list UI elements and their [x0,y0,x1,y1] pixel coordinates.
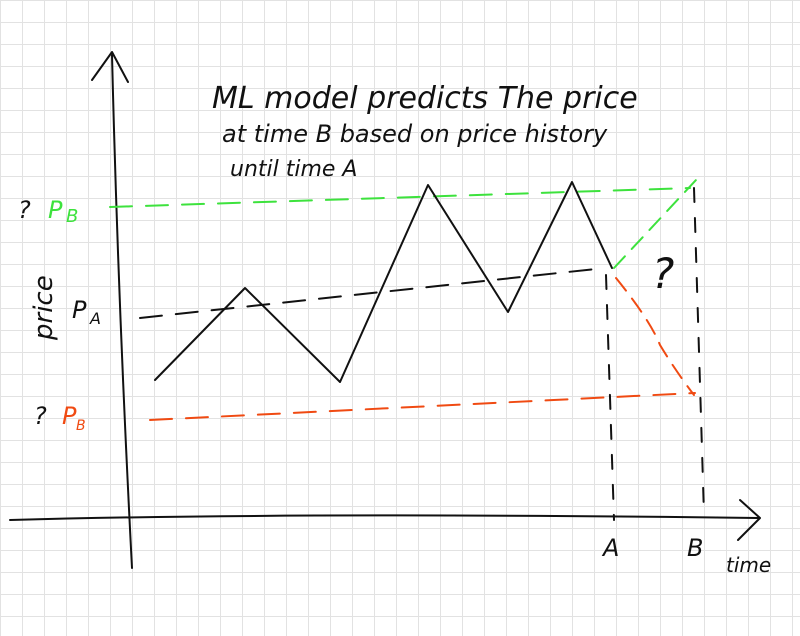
price-label: P [72,296,87,324]
header-line: until time A [230,157,357,182]
x-mark: B [687,534,703,562]
a-vertical [605,274,615,521]
pa-line [139,267,606,319]
price-label: P [62,402,77,430]
x-mark: A [601,534,619,562]
prediction-down [615,277,695,396]
header-line: at time B based on price history [222,120,608,148]
question-mark: ? [18,196,31,224]
y-axis [111,54,133,569]
header-line: ML model predicts The price [212,81,638,116]
price-label: P [48,196,63,224]
pb-red-line [149,392,696,421]
question-mark: ? [34,402,47,430]
price-label-sub: A [89,309,101,328]
unknown-mark: ? [652,249,674,298]
x-axis [9,514,759,521]
price-label-sub: B [76,418,86,434]
x-arrow [737,499,761,541]
pb-green-line [109,187,691,208]
price-history [154,181,613,383]
prediction-up [613,179,697,269]
x-axis-label: time [726,553,771,577]
y-arrow [91,51,129,83]
price-label-sub: B [66,206,78,227]
y-axis-label: price [29,275,59,341]
b-vertical [693,187,705,516]
